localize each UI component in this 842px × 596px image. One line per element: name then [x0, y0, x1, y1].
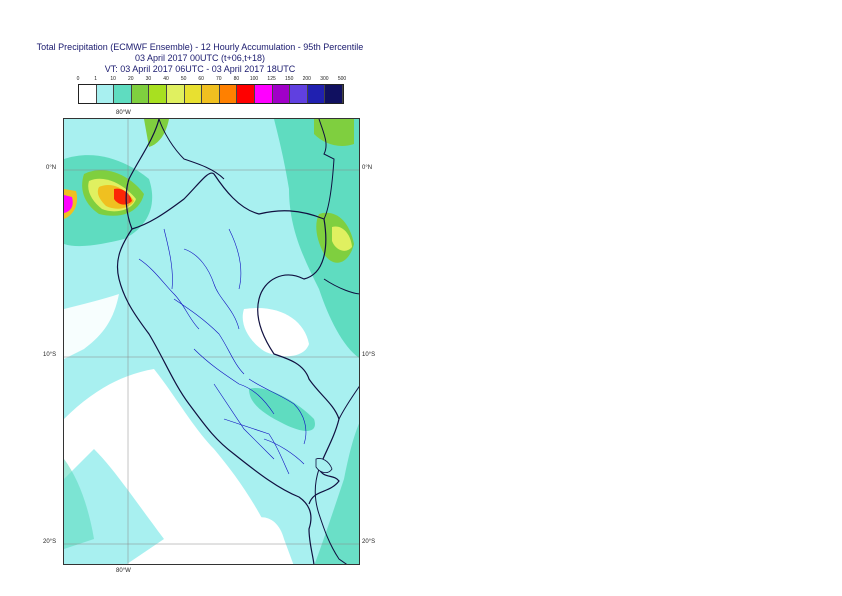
bolivia-border	[338, 386, 359, 420]
coastline	[116, 119, 315, 564]
legend-swatch	[149, 85, 167, 103]
legend-swatch	[307, 85, 326, 103]
legend-swatch	[131, 85, 150, 103]
legend-label: 300	[320, 76, 329, 82]
legend-label: 1	[94, 76, 97, 82]
brazil-border-north	[318, 119, 335, 220]
legend-swatch	[237, 85, 255, 103]
legend-swatch	[79, 85, 97, 103]
legend-label: 0	[76, 76, 80, 82]
legend-label: 40	[163, 76, 169, 82]
legend-swatch	[96, 85, 115, 103]
legend-swatch	[184, 85, 203, 103]
precipitation-legend: 0 1 10 20 30 40 50 60 70 80 100 125 150 200 300 500	[72, 76, 352, 106]
legend-swatch	[290, 85, 308, 103]
lat-label-left-0: 0°N	[46, 165, 57, 171]
map-run-time: 03 April 2017 00UTC (t+06,t+18)	[134, 53, 266, 63]
lat-label-right-0: 0°N	[362, 165, 373, 171]
legend-swatch	[114, 85, 132, 103]
precip-field-medium-andes	[249, 388, 315, 431]
precip-peak-red	[114, 188, 132, 205]
legend-label: 10	[110, 76, 116, 82]
legend-label: 60	[198, 76, 204, 82]
legend-label: 70	[216, 76, 222, 82]
legend-label: 100	[249, 76, 259, 82]
legend-swatch	[202, 85, 220, 103]
legend-label: 50	[180, 76, 187, 82]
lat-label-left-20s: 20°S	[43, 539, 57, 545]
map-title-block: Total Precipitation (ECMWF Ensemble) - 1…	[30, 42, 370, 75]
lake-titicaca	[315, 458, 333, 473]
map-title: Total Precipitation (ECMWF Ensemble) - 1…	[36, 42, 364, 52]
precip-field-yellow-east	[332, 226, 352, 251]
map-valid-time: VT: 03 April 2017 06UTC - 03 April 2017 …	[104, 64, 296, 74]
legend-label: 200	[302, 76, 311, 82]
legend-swatch	[254, 85, 273, 103]
legend-label: 125	[267, 76, 276, 82]
brazil-border-east	[323, 278, 359, 295]
lon-label-top: 80°W	[116, 110, 131, 116]
lat-label-right-20s: 20°S	[362, 539, 376, 545]
lon-label-bottom: 80°W	[116, 568, 131, 574]
legend-labels: 0 1 10 20 30 40 50 60 70 80 100 125 150 200 300 500	[72, 76, 352, 85]
legend-color-bar	[78, 84, 344, 104]
legend-label: 150	[285, 76, 294, 82]
dry-area-altiplano	[254, 517, 294, 564]
map-svg	[64, 119, 359, 564]
precip-field-green-ne	[314, 119, 354, 146]
legend-label: 80	[233, 76, 240, 82]
precipitation-map	[63, 118, 360, 565]
legend-swatch	[166, 85, 185, 103]
chile-bolivia-border	[314, 468, 348, 564]
precip-field-medium-brazil	[274, 119, 359, 358]
precip-field-medium-bolivia	[314, 423, 359, 564]
legend-label: 30	[145, 76, 152, 82]
legend-swatch	[219, 85, 238, 103]
colombia-border	[158, 119, 225, 180]
legend-label: 20	[128, 76, 134, 82]
legend-label: 500	[337, 76, 347, 82]
department-borders	[138, 228, 307, 475]
precip-peak-magenta	[64, 195, 73, 213]
precip-field-medium-sw	[64, 459, 94, 549]
legend-swatch	[325, 85, 343, 103]
lat-label-left-10s: 10°S	[43, 352, 57, 358]
dry-area-ocean-north	[64, 294, 119, 359]
legend-swatch	[272, 85, 291, 103]
lat-label-right-10s: 10°S	[362, 352, 376, 358]
